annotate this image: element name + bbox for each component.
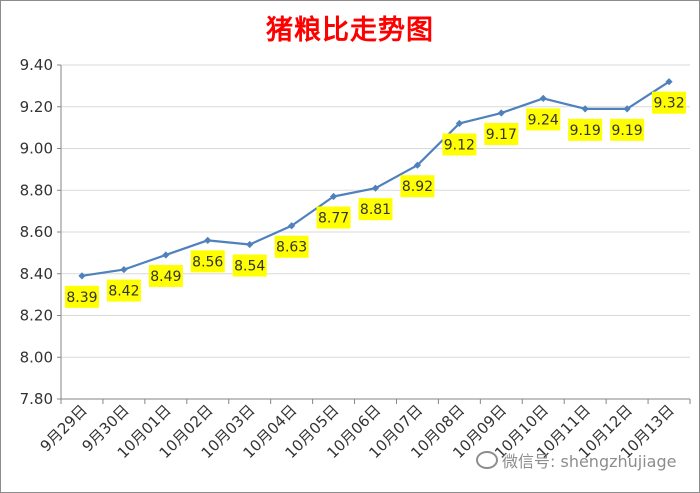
data-label: 9.19: [612, 123, 643, 139]
data-label-box: [316, 206, 351, 229]
data-label-box: [64, 285, 99, 308]
data-point: [581, 105, 589, 113]
data-point: [413, 161, 422, 169]
data-label: 8.56: [192, 254, 223, 270]
chart-title: 猪粮比走势图: [266, 15, 434, 46]
data-label: 8.49: [150, 269, 181, 285]
data-label: 8.77: [318, 211, 349, 227]
data-point: [665, 78, 673, 86]
data-label-box: [232, 254, 267, 277]
data-point: [623, 105, 631, 113]
gridlines: [61, 64, 690, 358]
data-label: 8.81: [360, 202, 391, 218]
y-tick-label: 9.20: [20, 98, 53, 116]
data-label: 8.54: [234, 259, 265, 275]
data-label-box: [190, 250, 225, 273]
y-tick-label: 9.40: [20, 56, 53, 74]
series-line: [78, 78, 673, 280]
data-point: [78, 272, 86, 280]
data-label: 9.24: [528, 112, 559, 128]
data-point: [246, 240, 254, 249]
y-tick-label: 8.40: [20, 265, 53, 283]
watermark-text: 微信号: shengzhujiage: [502, 452, 677, 471]
data-label-box: [610, 118, 645, 141]
data-point: [497, 109, 505, 117]
y-tick-label: 8.00: [20, 348, 53, 366]
y-tick-label: 9.00: [20, 140, 53, 158]
data-label-box: [526, 108, 561, 131]
data-label: 8.92: [402, 179, 433, 195]
data-label: 9.32: [653, 96, 684, 112]
data-label-box: [400, 175, 435, 198]
data-label-box: [484, 123, 519, 146]
data-label-box: [652, 91, 687, 114]
data-point: [120, 265, 128, 274]
data-label: 8.63: [276, 240, 307, 256]
y-tick-label: 8.80: [20, 181, 53, 199]
data-label: 8.42: [108, 284, 139, 300]
data-label: 9.17: [486, 127, 517, 143]
data-point: [539, 94, 547, 102]
data-labels: 8.39 8.42 8.49 8.56 8.54 8.63 8.77 8.81 8.92 9.12…: [64, 91, 687, 308]
data-point: [455, 119, 463, 128]
data-label-box: [442, 133, 477, 156]
y-tick-label: 7.80: [20, 390, 53, 408]
y-tick-label: 8.60: [20, 223, 53, 241]
data-label-box: [568, 118, 603, 141]
data-point: [329, 192, 338, 201]
data-point: [288, 222, 296, 230]
data-point: [371, 184, 380, 192]
data-label: 9.19: [570, 123, 601, 139]
data-label-box: [106, 279, 141, 302]
data-label: 9.12: [444, 137, 475, 153]
data-label: 8.39: [66, 290, 97, 306]
data-label-box: [148, 264, 183, 287]
y-tick-label: 8.20: [20, 307, 53, 325]
data-label-box: [358, 198, 393, 221]
data-label-box: [274, 235, 309, 258]
watermark: 微信号: shengzhujiage: [476, 448, 676, 472]
data-point: [204, 236, 212, 244]
wechat-icon: [476, 451, 498, 469]
axes: [57, 64, 691, 404]
series-line-path: [81, 80, 670, 277]
data-point: [162, 251, 170, 259]
y-tick-labels: 7.80 8.00 8.20 8.40 8.60 8.80 9.00 9.20 9.40: [20, 56, 53, 408]
